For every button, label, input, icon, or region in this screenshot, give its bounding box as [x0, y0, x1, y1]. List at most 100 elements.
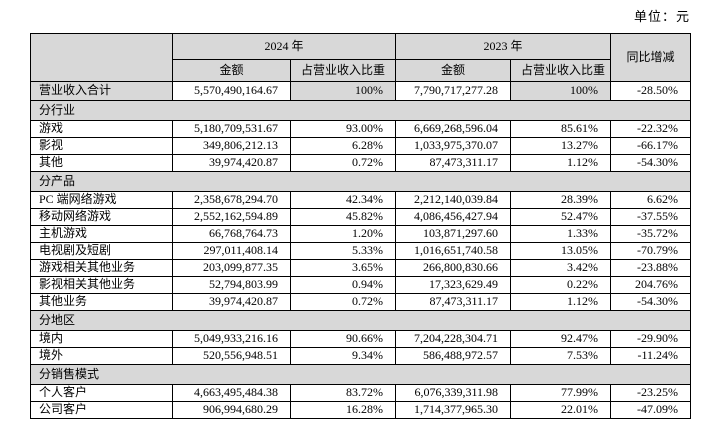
table-row: 影视 349,806,212.13 6.28% 1,033,975,370.07 13.… [30, 137, 692, 155]
pct-2024-cell: 90.66% [289, 330, 397, 348]
yoy-cell: -35.72% [610, 225, 692, 243]
pct-2023-cell: 22.01% [510, 401, 612, 419]
amount-2024-cell: 39,974,420.87 [172, 293, 291, 311]
row-label-cell: 其他业务 [30, 293, 173, 311]
pct-2023-cell: 7.53% [510, 347, 612, 365]
yoy-cell: 6.62% [610, 191, 692, 209]
yoy-cell: -47.09% [610, 401, 692, 419]
header-pct-2023: 占营业收入比重 [510, 59, 612, 82]
yoy-cell: -70.79% [610, 242, 692, 260]
table-row: 个人客户 4,663,495,484.38 83.72% 6,076,339,311.… [30, 384, 692, 402]
pct-2023-cell: 1.12% [510, 154, 612, 172]
pct-2024-cell: 100% [289, 81, 397, 101]
amount-2023-cell: 4,086,456,427.94 [395, 208, 512, 226]
pct-2024-cell: 0.72% [289, 154, 397, 172]
amount-2024-cell: 66,768,764.73 [172, 225, 291, 243]
pct-2024-cell: 1.20% [289, 225, 397, 243]
header-empty-cell [30, 33, 173, 82]
row-label-cell: 影视 [30, 137, 173, 155]
pct-2023-cell: 13.05% [510, 242, 612, 260]
yoy-cell: -37.55% [610, 208, 692, 226]
amount-2023-cell: 7,790,717,277.28 [395, 81, 512, 101]
unit-label: 单位：元 [633, 9, 690, 24]
pct-2023-cell: 13.27% [510, 137, 612, 155]
pct-2024-cell: 0.94% [289, 276, 397, 294]
section-label: 分产品 [29, 171, 692, 192]
section-row: 分产品 [29, 171, 692, 192]
yoy-cell: -28.50% [610, 81, 692, 101]
yoy-cell: -22.32% [610, 120, 692, 138]
row-label-cell: 游戏 [30, 120, 173, 138]
row-label-cell: 个人客户 [30, 384, 173, 402]
table-body: 营业收入合计 5,570,490,164.67 100% 7,790,717,277.… [29, 81, 692, 419]
section-row: 分行业 [29, 100, 692, 121]
table-header: 2024 年 2023 年 同比增减 金额 占营业收入比重 金额 占营业收入比重 [30, 33, 692, 82]
pct-2024-cell: 16.28% [289, 401, 397, 419]
row-label-cell: 公司客户 [30, 401, 173, 419]
yoy-cell: -29.90% [610, 330, 692, 348]
table-row: 其他 39,974,420.87 0.72% 87,473,311.17 1.12% -5… [30, 154, 692, 172]
yoy-cell: -54.30% [610, 293, 692, 311]
table-row: 其他业务 39,974,420.87 0.72% 87,473,311.17 1.12%… [30, 293, 692, 311]
amount-2024-cell: 203,099,877.35 [172, 259, 291, 277]
pct-2024-cell: 9.34% [289, 347, 397, 365]
header-sub-row: 金额 占营业收入比重 金额 占营业收入比重 [31, 59, 691, 82]
header-amount-2024: 金额 [172, 59, 291, 82]
amount-2023-cell: 87,473,311.17 [395, 154, 512, 172]
table-row: 公司客户 906,994,680.29 16.28% 1,714,377,965.30… [30, 401, 692, 419]
amount-2023-cell: 2,212,140,039.84 [395, 191, 512, 209]
pct-2023-cell: 3.42% [510, 259, 612, 277]
amount-2023-cell: 6,076,339,311.98 [395, 384, 512, 402]
header-year-row: 2024 年 2023 年 同比增减 [30, 33, 692, 82]
amount-2024-cell: 52,794,803.99 [172, 276, 291, 294]
pct-2023-cell: 28.39% [510, 191, 612, 209]
amount-2024-cell: 5,049,933,216.16 [172, 330, 291, 348]
pct-2024-cell: 6.28% [289, 137, 397, 155]
pct-2023-cell: 1.33% [510, 225, 612, 243]
yoy-cell: -66.17% [610, 137, 692, 155]
amount-2023-cell: 1,016,651,740.58 [395, 242, 512, 260]
amount-2024-cell: 39,974,420.87 [172, 154, 291, 172]
amount-2024-cell: 5,570,490,164.67 [172, 81, 291, 101]
amount-2023-cell: 17,323,629.49 [395, 276, 512, 294]
row-label-cell: 电视剧及短剧 [30, 242, 173, 260]
yoy-cell: -23.25% [610, 384, 692, 402]
section-label: 分地区 [29, 310, 692, 331]
table-row: 游戏 5,180,709,531.67 93.00% 6,669,268,596.04… [30, 120, 692, 138]
row-label-cell: 境外 [30, 347, 173, 365]
amount-2024-cell: 5,180,709,531.67 [172, 120, 291, 138]
row-label-cell: 主机游戏 [30, 225, 173, 243]
table-row: PC 端网络游戏 2,358,678,294.70 42.34% 2,212,140,… [30, 191, 692, 209]
pct-2024-cell: 3.65% [289, 259, 397, 277]
section-row: 分地区 [29, 310, 692, 331]
pct-2023-cell: 100% [510, 81, 612, 101]
pct-2024-cell: 0.72% [289, 293, 397, 311]
table-row: 境内 5,049,933,216.16 90.66% 7,204,228,304.71… [30, 330, 692, 348]
pct-2023-cell: 85.61% [510, 120, 612, 138]
row-label-cell: PC 端网络游戏 [30, 191, 173, 209]
pct-2023-cell: 92.47% [510, 330, 612, 348]
row-label-cell: 其他 [30, 154, 173, 172]
amount-2024-cell: 297,011,408.14 [172, 242, 291, 260]
amount-2023-cell: 6,669,268,596.04 [395, 120, 512, 138]
pct-2023-cell: 77.99% [510, 384, 612, 402]
pct-2024-cell: 45.82% [289, 208, 397, 226]
amount-2023-cell: 1,033,975,370.07 [395, 137, 512, 155]
header-pct-2024: 占营业收入比重 [289, 59, 397, 82]
header-amount-2023: 金额 [395, 59, 512, 82]
amount-2024-cell: 906,994,680.29 [172, 401, 291, 419]
pct-2024-cell: 42.34% [289, 191, 397, 209]
table-row: 影视相关其他业务 52,794,803.99 0.94% 17,323,629.49 0… [30, 276, 692, 294]
row-label-cell: 境内 [30, 330, 173, 348]
amount-2024-cell: 2,552,162,594.89 [172, 208, 291, 226]
amount-2024-cell: 349,806,212.13 [172, 137, 291, 155]
amount-2023-cell: 586,488,972.57 [395, 347, 512, 365]
header-year-2023: 2023 年 [395, 33, 612, 60]
total-row: 营业收入合计 5,570,490,164.67 100% 7,790,717,277.… [30, 81, 692, 101]
table-row: 境外 520,556,948.51 9.34% 586,488,972.57 7.53%… [30, 347, 692, 365]
row-label-cell: 影视相关其他业务 [30, 276, 173, 294]
pct-2024-cell: 93.00% [289, 120, 397, 138]
header-yoy: 同比增减 [610, 33, 692, 82]
pct-2023-cell: 52.47% [510, 208, 612, 226]
yoy-cell: 204.76% [610, 276, 692, 294]
